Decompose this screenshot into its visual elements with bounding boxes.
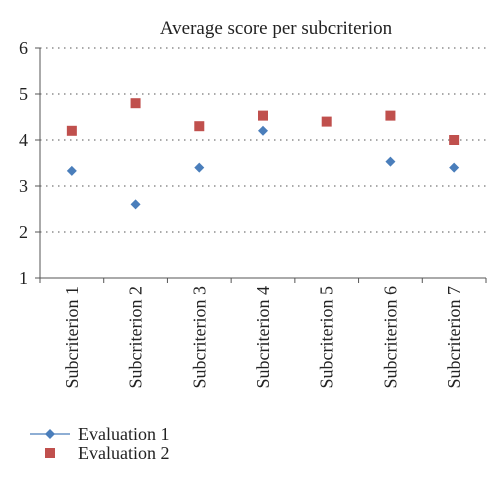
y-tick-label: 1 bbox=[19, 268, 28, 288]
data-points bbox=[66, 98, 460, 210]
y-tick-label: 6 bbox=[19, 38, 28, 58]
legend-marker-diamond bbox=[45, 429, 55, 439]
point-evaluation-2 bbox=[130, 98, 141, 109]
x-category-label: Subcriterion 4 bbox=[253, 286, 273, 388]
point-evaluation-1 bbox=[385, 156, 396, 167]
point-evaluation-1 bbox=[258, 125, 268, 136]
y-tick-label: 4 bbox=[19, 130, 28, 150]
x-category-label: Subcriterion 3 bbox=[189, 286, 209, 388]
y-tick-label: 5 bbox=[19, 84, 28, 104]
y-tick-label: 3 bbox=[19, 176, 28, 196]
point-evaluation-1 bbox=[130, 199, 141, 210]
point-evaluation-1 bbox=[66, 165, 77, 176]
x-category-label: Subcriterion 1 bbox=[62, 286, 82, 388]
point-evaluation-2 bbox=[385, 110, 396, 121]
legend-label: Evaluation 1 bbox=[78, 424, 169, 444]
chart-title: Average score per subcriterion bbox=[160, 18, 393, 39]
y-axis-ticks: 1 2 3 4 5 6 bbox=[19, 38, 40, 288]
y-tick-label: 2 bbox=[19, 222, 28, 242]
gridlines bbox=[40, 47, 486, 233]
point-evaluation-2 bbox=[321, 116, 332, 127]
x-category-label: Subcriterion 6 bbox=[380, 286, 400, 388]
point-evaluation-1 bbox=[449, 162, 460, 173]
point-evaluation-2 bbox=[194, 121, 205, 132]
point-evaluation-2 bbox=[449, 135, 460, 145]
x-axis-categories: Subcriterion 1 Subcriterion 2 Subcriterion… bbox=[39, 278, 487, 388]
x-category-label: Subcriterion 2 bbox=[126, 286, 146, 388]
x-category-label: Subcriterion 7 bbox=[444, 286, 464, 388]
legend-label: Evaluation 2 bbox=[78, 443, 169, 463]
x-category-label: Subcriterion 5 bbox=[317, 286, 337, 388]
point-evaluation-1 bbox=[194, 162, 205, 173]
legend-marker-square bbox=[45, 448, 55, 458]
point-evaluation-2 bbox=[66, 125, 77, 136]
point-evaluation-2 bbox=[258, 110, 268, 121]
